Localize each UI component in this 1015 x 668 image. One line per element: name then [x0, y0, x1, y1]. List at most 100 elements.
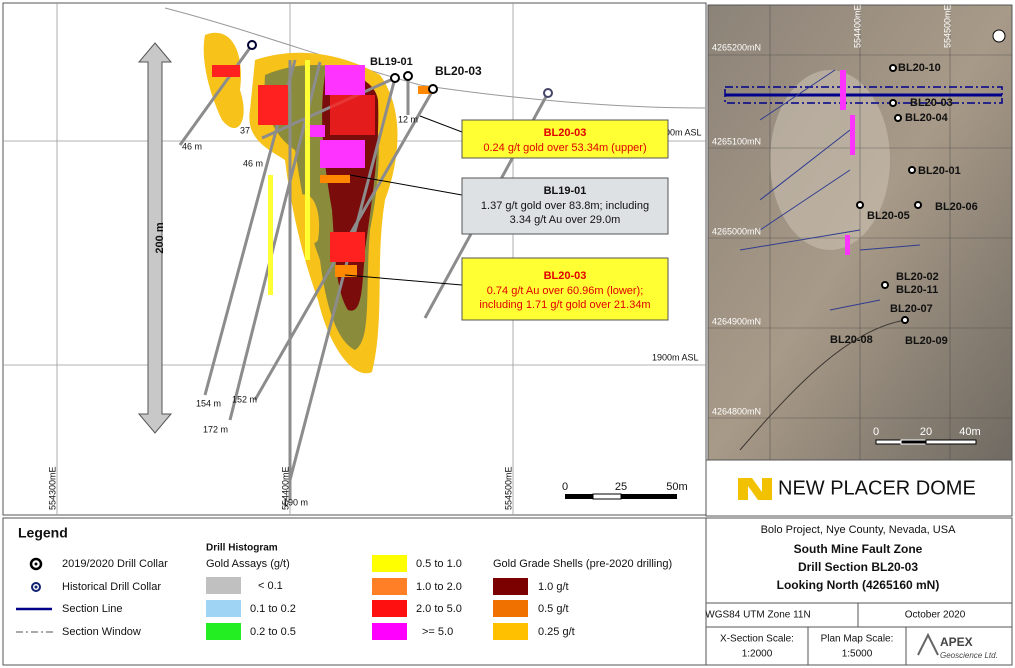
hole-label: BL20-04 [905, 112, 949, 124]
callout-box [461, 177, 669, 235]
legend-label: Section Line [62, 603, 123, 615]
plan-drill-traces [739, 69, 921, 311]
callout-title: BL20-03 [544, 127, 587, 139]
shape [206, 600, 241, 617]
shell-025 [203, 32, 244, 129]
shape [889, 99, 897, 107]
elevation-label: 2000m ASL [655, 127, 702, 137]
drill-hole [178, 44, 254, 146]
scale-value: 1:2000 [742, 649, 773, 660]
legend-label: 1.0 to 2.0 [416, 581, 462, 593]
shape [914, 201, 922, 209]
logo: NEW PLACER DOME [705, 459, 1013, 517]
logo-text: NEW PLACER DOME [778, 477, 976, 499]
leader-line [344, 274, 463, 286]
depth-label: 46 m [243, 158, 263, 168]
hole-label: BL20-06 [935, 201, 978, 213]
easting-label: 554500mE [503, 466, 513, 510]
callout-text: including 1.71 g/t gold over 21.34m [479, 299, 650, 311]
shape [705, 517, 1013, 666]
section-view: BL19-01 BL20-03 46 m 37 46 m 12 m 154 m … [2, 2, 707, 516]
legend-subtitle: Drill Histogram [206, 543, 278, 554]
callout-text: 3.34 g/t Au over 29.0m [510, 214, 621, 226]
logo-mark [738, 478, 772, 500]
legend-label: 0.5 to 1.0 [416, 558, 462, 570]
shape [206, 577, 241, 594]
shape [335, 265, 357, 277]
shape [908, 166, 916, 174]
scale-bar [621, 494, 677, 499]
shape [372, 555, 407, 572]
callout-title: BL20-03 [544, 270, 587, 282]
scale-label: 0 [562, 481, 568, 493]
legend-label: Historical Drill Collar [62, 581, 161, 593]
depth-label: 12 m [398, 114, 418, 124]
leader-line [419, 115, 463, 133]
legend-label: Section Window [62, 626, 141, 638]
plan-scale-bar [875, 439, 902, 445]
legend-label: 1.0 g/t [538, 581, 569, 593]
company-mark [917, 632, 939, 656]
legend-label: < 0.1 [258, 580, 283, 592]
callout-box [461, 119, 669, 159]
northing-label: 4264800mN [712, 406, 761, 416]
plan-scale-label: 0 [873, 426, 879, 438]
depth-label: 154 m [196, 398, 221, 408]
plan-collars [856, 64, 922, 324]
shape [320, 140, 365, 168]
shape [330, 232, 365, 262]
shape [325, 65, 365, 95]
elevation-label: 1900m ASL [652, 352, 699, 362]
legend-label: 0.25 g/t [538, 626, 575, 638]
shape [759, 129, 851, 201]
shape [34, 562, 38, 566]
shape [889, 64, 897, 72]
drill-hole [261, 76, 396, 140]
north-arrow [992, 29, 1006, 43]
legend-label: 0.1 to 0.2 [250, 603, 296, 615]
scale-caption: Plan Map Scale: [821, 634, 894, 645]
collar [403, 71, 413, 81]
vertical-scale-label: 200 m [154, 222, 166, 253]
shape [212, 65, 240, 77]
project: Bolo Project, Nye County, Nevada, USA [761, 524, 956, 536]
scale-label: 25 [615, 481, 627, 493]
shape [759, 69, 836, 121]
plan-histogram [840, 70, 855, 255]
shape [894, 114, 902, 122]
drill-hole [288, 77, 397, 481]
shape [258, 85, 288, 125]
legend-label: 2.0 to 5.0 [416, 603, 462, 615]
shape [493, 578, 528, 595]
topography [164, 7, 706, 109]
hole-label: BL20-03 [910, 97, 953, 109]
callout-text: 0.74 g/t Au over 60.96m (lower); [487, 285, 644, 297]
drawing-title: Drill Section BL20-03 [798, 560, 918, 574]
northing-label: 4264900mN [712, 316, 761, 326]
hole-label: BL20-01 [918, 165, 961, 177]
legend-label: 2019/2020 Drill Collar [62, 558, 168, 570]
callout-text: 1.37 g/t gold over 83.8m; including [481, 200, 649, 212]
shape [305, 60, 310, 260]
date: October 2020 [905, 610, 966, 621]
company-sub: Geoscience Ltd. [940, 651, 998, 660]
collar [428, 84, 438, 94]
hole-label: BL20-07 [890, 303, 933, 315]
hole-label: BL20-10 [898, 62, 941, 74]
shape [493, 623, 528, 640]
scale-caption: X-Section Scale: [720, 634, 794, 645]
assay-histogram [212, 60, 432, 295]
collar [247, 40, 257, 50]
depth-label: 152 m [232, 394, 257, 404]
shape [739, 229, 861, 251]
plan-scale-bar [900, 439, 927, 445]
scale-value: 1:5000 [842, 649, 873, 660]
vertical-scale-arrow [137, 42, 173, 434]
shape [859, 244, 921, 251]
shape [759, 169, 851, 231]
drawing-title: South Mine Fault Zone [794, 542, 923, 556]
shape [840, 70, 846, 110]
shape [34, 585, 38, 589]
hole-label: BL20-02 [896, 271, 939, 283]
scale-bar [565, 494, 593, 499]
